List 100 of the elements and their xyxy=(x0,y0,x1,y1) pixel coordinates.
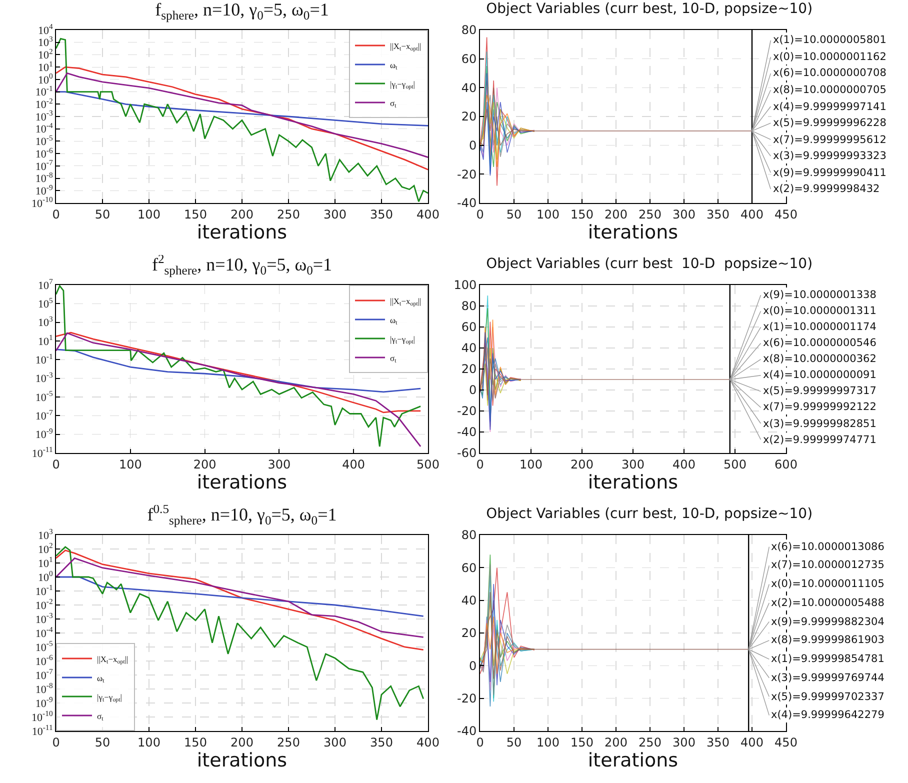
x-tick-label: 150 xyxy=(184,735,207,750)
x-tick-label: 100 xyxy=(520,457,542,472)
annotation: x(4)=9.99999642279 xyxy=(771,709,884,721)
x-tick-label: 100 xyxy=(536,735,560,750)
x-tick-label: 450 xyxy=(774,207,798,222)
annotation: x(0)=10.0000011105 xyxy=(771,578,884,590)
x-tick-label: 50 xyxy=(94,735,110,750)
annotation: x(1)=10.0000001174 xyxy=(763,321,877,333)
y-tick-label: -40 xyxy=(456,425,477,440)
annotation: x(7)=9.99999992122 xyxy=(763,401,876,413)
y-tick-label: 80 xyxy=(461,23,477,38)
annotation: x(9)=9.99999882304 xyxy=(771,616,885,628)
y-tick-label: 10$^{-6}$ xyxy=(35,653,53,668)
annotation: x(7)=10.0000012735 xyxy=(771,559,884,571)
legend-label: σ$_{t}$ xyxy=(390,352,397,365)
y-tick-label: 40 xyxy=(461,341,477,356)
chart-title: Object Variables (curr best, 10-D, popsize~10) xyxy=(486,506,813,522)
y-tick-label: 10$^{-7}$ xyxy=(35,408,53,423)
chart-title: f$^{0.5}$$_{sphere}$, n=10, γ$_{0}$=5, ω$_{0}$=1 xyxy=(147,502,337,528)
legend-label: σ$_{t}$ xyxy=(97,710,104,723)
x-tick-label: 500 xyxy=(724,457,746,472)
x-tick-label: 400 xyxy=(740,735,764,750)
y-tick-label: 80 xyxy=(461,528,477,542)
x-axis-title: iterations xyxy=(196,471,288,494)
y-tick-label: -20 xyxy=(456,692,477,706)
y-tick-label: 10$^{-3}$ xyxy=(35,108,53,124)
y-tick-label: 0 xyxy=(468,383,477,398)
chart-title: Object Variables (curr best, 10-D, popsize~10) xyxy=(486,0,813,17)
annotation: x(5)=9.99999702337 xyxy=(771,691,884,703)
x-tick-label: 100 xyxy=(536,207,560,222)
y-tick-label: 10$^{-2}$ xyxy=(35,597,53,612)
x-tick-label: 200 xyxy=(230,735,254,750)
x-tick-label: 50 xyxy=(506,735,522,750)
y-tick-label: 40 xyxy=(461,594,477,608)
x-axis-title: iterations xyxy=(196,749,288,772)
x-tick-label: 150 xyxy=(184,207,207,222)
y-tick-label: 10$^{3}$ xyxy=(38,527,53,542)
x-tick-label: 200 xyxy=(604,735,628,750)
legend-label: |γ$_{t}$−γ$_{opt}$| xyxy=(97,692,122,704)
x-tick-label: 300 xyxy=(268,457,291,472)
y-tick-label: 10$^{-10}$ xyxy=(32,195,53,210)
x-tick-label: 250 xyxy=(638,207,662,222)
y-tick-label: 20 xyxy=(461,626,477,640)
y-tick-label: 60 xyxy=(461,560,477,575)
x-tick-label: 350 xyxy=(706,735,730,750)
annotation: x(3)=9.99999769744 xyxy=(771,672,885,684)
annotation: x(9)=10.0000001338 xyxy=(763,289,876,301)
y-tick-label: -40 xyxy=(456,196,477,210)
x-tick-label: 100 xyxy=(118,457,142,472)
y-tick-label: 10$^{-10}$ xyxy=(32,709,53,724)
y-tick-label: 0 xyxy=(468,658,477,673)
legend-label: |γ$_{t}$−γ$_{opt}$| xyxy=(390,334,416,346)
y-tick-label: 10$^{-5}$ xyxy=(35,133,53,148)
y-tick-label: 10$^{-5}$ xyxy=(35,639,53,654)
annotation: x(6)=10.0000000546 xyxy=(763,337,877,349)
y-tick-label: 0 xyxy=(468,138,477,153)
x-tick-label: 400 xyxy=(416,735,440,750)
x-tick-label: 300 xyxy=(672,735,696,750)
y-tick-label: 10$^{1}$ xyxy=(38,555,53,570)
x-tick-label: 200 xyxy=(570,457,594,472)
y-tick-label: 10$^{-1}$ xyxy=(35,352,53,367)
annotation: x(5)=9.99999997317 xyxy=(763,385,876,397)
y-tick-label: 10$^{1}$ xyxy=(38,59,53,74)
y-tick-label: 60 xyxy=(461,52,477,66)
chart-title: f$_{sphere}$, n=10, γ$_{0}$=5, ω$_{0}$=1 xyxy=(155,0,329,22)
y-tick-label: 10$^{-9}$ xyxy=(35,182,53,198)
annotation: x(5)=9.99999996228 xyxy=(773,117,886,129)
legend-label: |γ$_{t}$−γ$_{opt}$| xyxy=(390,78,416,91)
annotation: x(1)=10.0000005801 xyxy=(773,34,886,46)
legend-label: σ$_{t}$ xyxy=(390,98,397,110)
y-tick-label: 10$^{-1}$ xyxy=(35,84,53,99)
x-tick-label: 350 xyxy=(370,207,393,222)
x-tick-label: 400 xyxy=(740,207,764,222)
y-tick-label: -20 xyxy=(456,167,477,182)
y-tick-label: 10$^{0}$ xyxy=(38,569,53,584)
y-tick-label: 10$^{-3}$ xyxy=(35,611,53,626)
annotation: x(0)=10.0000001162 xyxy=(773,51,886,63)
x-tick-label: 250 xyxy=(277,735,300,750)
annotation: x(0)=10.0000001311 xyxy=(763,305,876,317)
y-tick-label: 20 xyxy=(461,362,477,376)
x-axis-title: iterations xyxy=(588,749,678,772)
x-tick-label: 300 xyxy=(622,457,644,472)
x-tick-label: 200 xyxy=(230,207,254,222)
y-tick-label: -60 xyxy=(456,446,477,460)
legend-label: ω$_{t}$ xyxy=(97,672,105,685)
x-axis-title: iterations xyxy=(588,221,678,244)
annotation: x(8)=10.0000000705 xyxy=(773,84,886,96)
y-tick-label: -20 xyxy=(456,404,477,418)
chart-title: f$^{2}$$_{sphere}$, n=10, γ$_{0}$=5, ω$_{0}$=1 xyxy=(152,252,332,278)
annotation: x(6)=10.0000000708 xyxy=(773,67,886,79)
x-tick-label: 200 xyxy=(604,207,628,222)
y-tick-label: 20 xyxy=(461,110,477,124)
y-tick-label: 10$^{-2}$ xyxy=(35,96,53,111)
annotation: x(4)=10.0000000091 xyxy=(763,369,876,381)
y-tick-label: 60 xyxy=(461,320,477,334)
y-tick-label: 10$^{-4}$ xyxy=(35,625,53,640)
y-tick-label: 10$^{-11}$ xyxy=(32,445,53,460)
x-tick-label: 250 xyxy=(277,207,300,222)
y-tick-label: 10$^{-9}$ xyxy=(35,426,53,442)
x-tick-label: 300 xyxy=(324,207,346,222)
